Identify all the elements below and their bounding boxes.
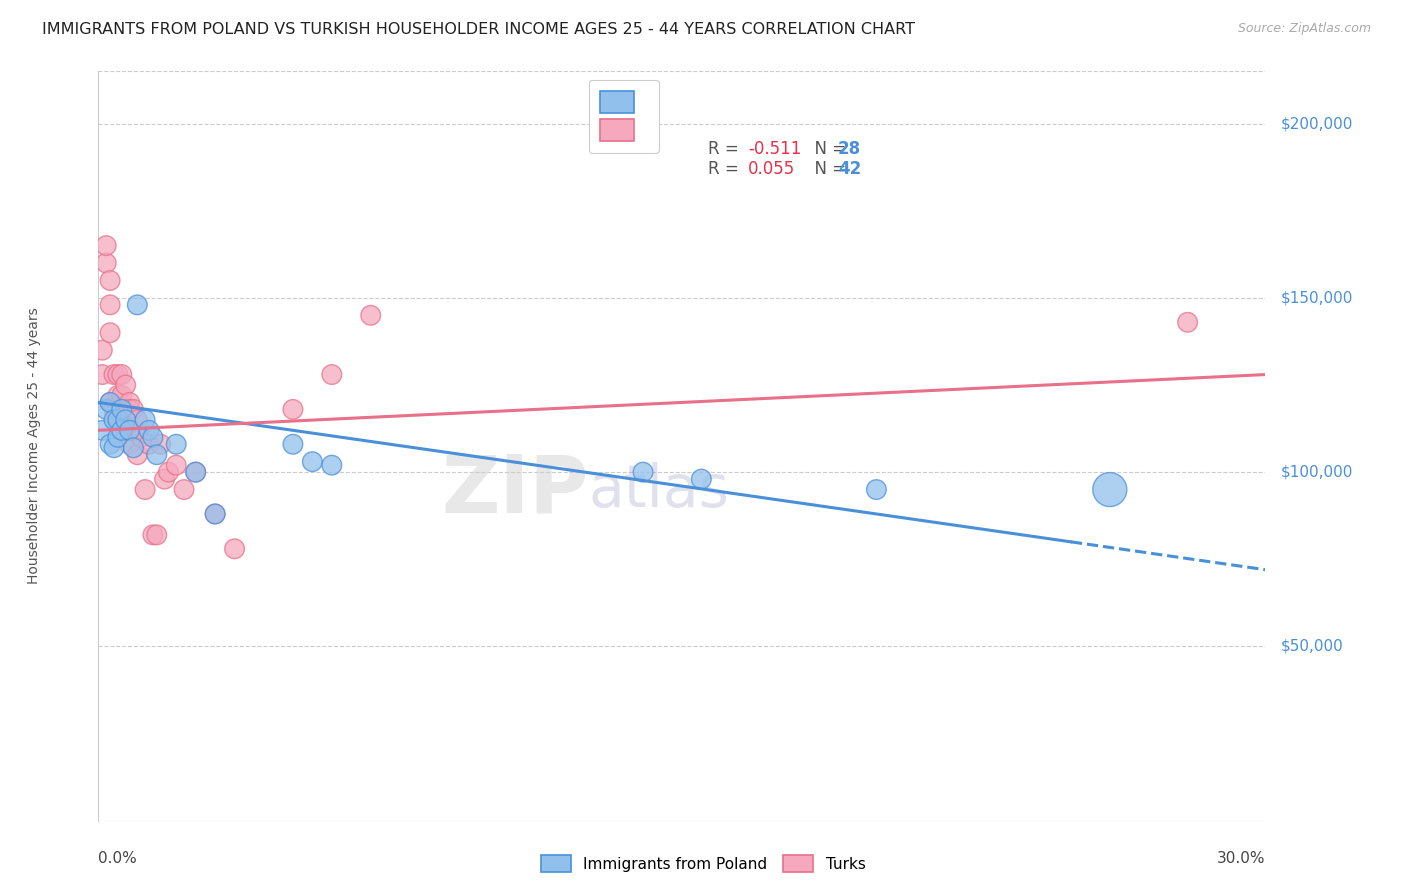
Text: 0.0%: 0.0% (98, 851, 138, 865)
Point (146, 528, 169, 542)
Point (360, 308, 382, 322)
Point (96, 238, 118, 252)
Point (107, 413, 129, 427)
Text: atlas: atlas (589, 462, 730, 519)
Text: 42: 42 (838, 160, 860, 178)
Point (157, 465, 180, 479)
Point (129, 430, 152, 444)
Point (103, 402, 125, 417)
Point (165, 437, 187, 451)
Point (114, 423, 136, 437)
Text: 30.0%: 30.0% (1218, 851, 1265, 865)
Point (138, 437, 160, 451)
Point (98, 437, 121, 451)
Point (114, 378, 136, 392)
Text: R =: R = (709, 160, 744, 178)
Point (118, 423, 141, 437)
Legend: Immigrants from Poland, Turks: Immigrants from Poland, Turks (533, 847, 873, 880)
Point (127, 448, 149, 462)
Point (165, 458, 187, 472)
Point (1177, 315, 1199, 329)
Text: R =: R = (709, 140, 744, 158)
Point (98, 395, 121, 409)
Point (107, 430, 129, 444)
Point (1098, 483, 1121, 497)
Point (111, 388, 134, 402)
Point (111, 368, 134, 382)
Point (111, 402, 134, 417)
Point (184, 465, 207, 479)
Point (114, 413, 136, 427)
Point (118, 437, 141, 451)
Text: $150,000: $150,000 (1281, 291, 1354, 305)
Point (631, 465, 654, 479)
Point (107, 413, 129, 427)
Point (98, 326, 121, 340)
Point (122, 441, 145, 455)
Point (107, 368, 129, 382)
Point (91, 423, 114, 437)
Point (91, 368, 114, 382)
Text: IMMIGRANTS FROM POLAND VS TURKISH HOUSEHOLDER INCOME AGES 25 - 44 YEARS CORRELAT: IMMIGRANTS FROM POLAND VS TURKISH HOUSEH… (42, 22, 915, 37)
Point (142, 430, 165, 444)
Text: $200,000: $200,000 (1281, 116, 1354, 131)
Point (865, 483, 887, 497)
Point (281, 437, 304, 451)
Point (91, 343, 114, 358)
Point (122, 402, 145, 417)
Text: 28: 28 (838, 140, 860, 158)
Text: $100,000: $100,000 (1281, 465, 1354, 480)
Point (103, 368, 125, 382)
Point (96, 402, 118, 417)
Point (118, 395, 141, 409)
Point (134, 483, 156, 497)
Point (98, 395, 121, 409)
Text: N =: N = (804, 160, 852, 178)
Text: Householder Income Ages 25 - 44 years: Householder Income Ages 25 - 44 years (27, 308, 41, 584)
Point (122, 423, 145, 437)
Text: 0.055: 0.055 (748, 160, 794, 178)
Point (107, 388, 129, 402)
Point (204, 507, 226, 521)
Legend: , : , (589, 79, 658, 153)
Text: $50,000: $50,000 (1281, 639, 1344, 654)
Point (224, 541, 246, 556)
Point (134, 413, 156, 427)
Text: -0.511: -0.511 (748, 140, 801, 158)
Point (127, 413, 149, 427)
Point (138, 423, 160, 437)
Point (98, 273, 121, 287)
Point (127, 298, 149, 312)
Point (114, 402, 136, 417)
Point (103, 441, 125, 455)
Point (690, 472, 713, 486)
Point (146, 448, 169, 462)
Point (301, 455, 323, 469)
Point (173, 483, 195, 497)
Point (184, 465, 207, 479)
Text: Source: ZipAtlas.com: Source: ZipAtlas.com (1237, 22, 1371, 36)
Point (281, 402, 304, 417)
Point (142, 528, 165, 542)
Text: ZIP: ZIP (441, 452, 589, 530)
Point (103, 413, 125, 427)
Point (204, 507, 226, 521)
Point (153, 472, 176, 486)
Point (149, 437, 172, 451)
Point (111, 423, 134, 437)
Point (321, 368, 343, 382)
Point (98, 298, 121, 312)
Point (96, 256, 118, 270)
Text: N =: N = (804, 140, 852, 158)
Point (321, 458, 343, 472)
Point (118, 402, 141, 417)
